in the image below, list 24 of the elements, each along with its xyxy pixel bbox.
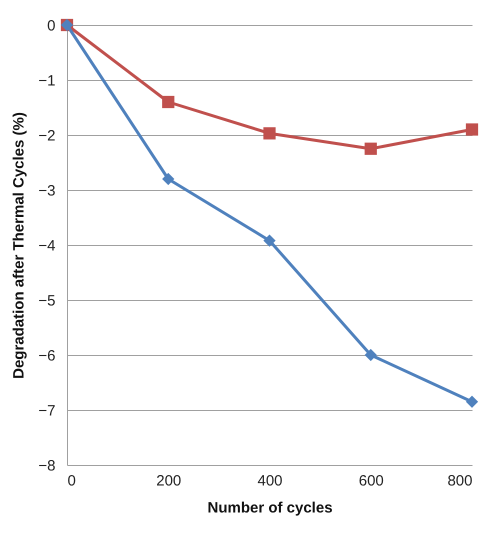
y-axis-title: Degradation after Thermal Cycles (%)	[10, 112, 28, 379]
x-tick-label: 0	[68, 472, 76, 490]
x-tick-label: 200	[156, 472, 182, 490]
y-tick-label: −7	[38, 402, 56, 420]
y-tick-label: −5	[38, 292, 56, 310]
y-tick-label: −3	[38, 182, 56, 200]
y-tick-label: −4	[38, 238, 56, 254]
point	[162, 96, 174, 108]
y-tick-label: −2	[38, 128, 56, 144]
x-tick-label: 800	[447, 472, 472, 490]
point	[364, 348, 377, 362]
point	[466, 396, 478, 408]
point	[466, 123, 478, 136]
y-tick-label: −8	[38, 458, 56, 474]
point	[364, 142, 377, 155]
point	[263, 234, 276, 247]
y-tick-label: −6	[38, 348, 56, 364]
x-tick-label: 400	[257, 472, 283, 490]
y-tick-label: −1	[38, 72, 56, 90]
x-axis-title: Number of cycles	[207, 500, 333, 516]
y-tick-label: 0	[47, 18, 56, 34]
point	[162, 172, 174, 186]
point	[263, 127, 276, 140]
x-tick-label: 600	[358, 472, 384, 490]
